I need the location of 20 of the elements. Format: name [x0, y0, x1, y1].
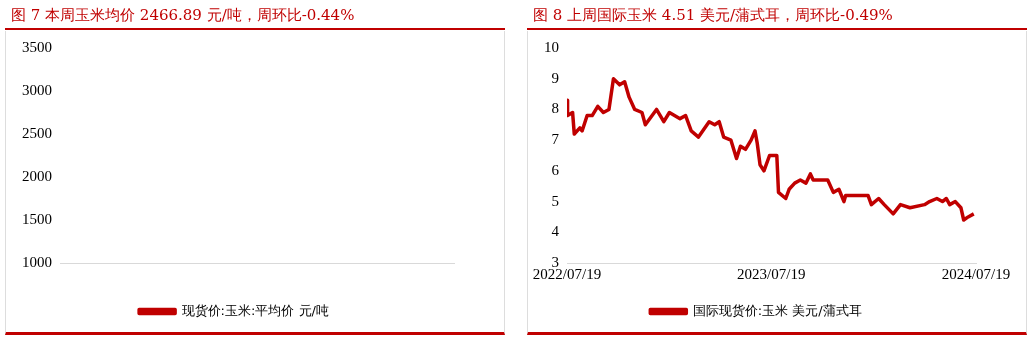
- legend-label: 现货价:玉米:平均价 元/吨: [181, 302, 329, 318]
- chart-title: 图 7 本周玉米均价 2466.89 元/吨，周环比-0.44%: [5, 0, 505, 30]
- y-tick-label: 2500: [22, 124, 52, 141]
- y-tick-label: 6: [551, 161, 560, 178]
- y-tick-label: 3000: [22, 81, 52, 98]
- chart-title: 图 8 上周国际玉米 4.51 美元/蒲式耳，周环比-0.49%: [527, 0, 1027, 30]
- legend-label: 国际现货价:玉米 美元/蒲式耳: [692, 302, 862, 318]
- y-tick-label: 2000: [22, 167, 52, 184]
- y-tick-label: 4: [551, 223, 560, 240]
- y-tick-label: 9: [551, 69, 559, 86]
- y-tick-label: 1500: [22, 210, 52, 227]
- x-tick-label: 2023/07/19: [737, 265, 806, 282]
- y-tick-label: 3: [551, 253, 559, 270]
- y-tick-label: 5: [551, 192, 559, 209]
- y-tick-label: 1000: [22, 253, 52, 270]
- y-tick-label: 7: [551, 131, 560, 148]
- x-tick-label: 2024/07/19: [941, 265, 1011, 282]
- y-tick-label: 3500: [22, 38, 52, 55]
- y-tick-label: 10: [544, 38, 559, 55]
- y-tick-label: 8: [551, 100, 559, 117]
